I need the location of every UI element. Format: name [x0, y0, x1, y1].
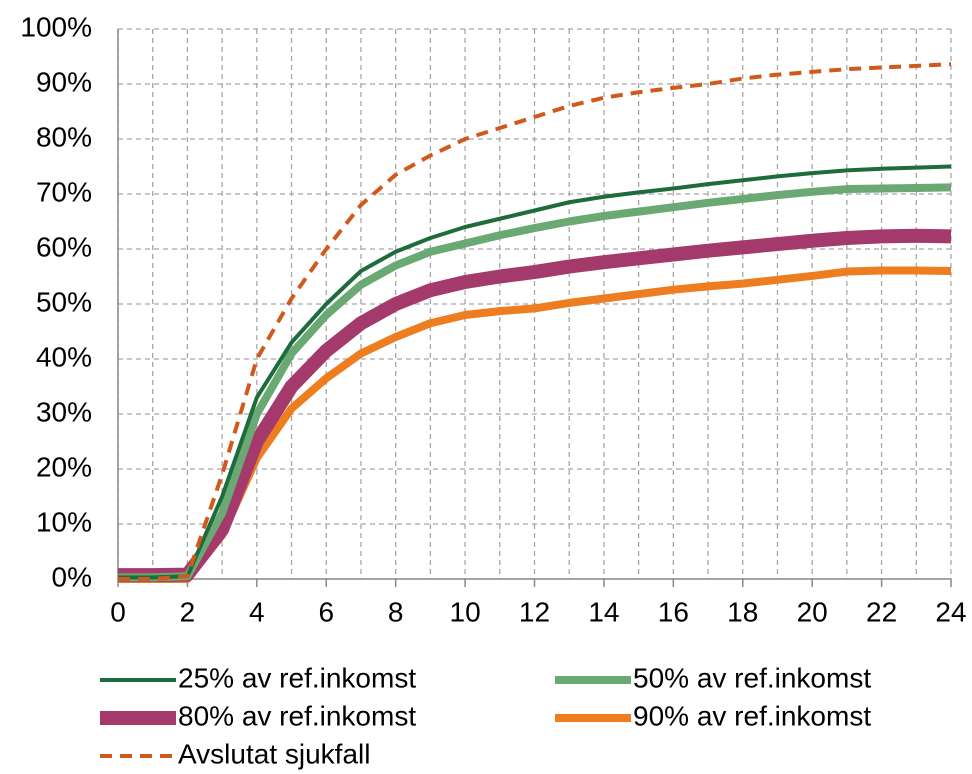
- y-tick-label: 0%: [52, 561, 92, 592]
- y-tick-label: 50%: [36, 286, 92, 317]
- y-tick-label: 70%: [36, 176, 92, 207]
- x-tick-label: 14: [588, 596, 619, 627]
- y-tick-label: 100%: [20, 11, 92, 42]
- y-tick-label: 20%: [36, 451, 92, 482]
- x-tick-label: 22: [866, 596, 897, 627]
- legend-label: 80% av ref.inkomst: [178, 700, 416, 731]
- x-tick-label: 2: [180, 596, 196, 627]
- y-tick-label: 30%: [36, 396, 92, 427]
- x-tick-label: 8: [388, 596, 404, 627]
- x-tick-label: 12: [519, 596, 550, 627]
- y-tick-label: 80%: [36, 121, 92, 152]
- x-tick-label: 0: [110, 596, 126, 627]
- x-tick-label: 18: [727, 596, 758, 627]
- series-line: [118, 228, 952, 583]
- legend-label: 25% av ref.inkomst: [178, 662, 416, 693]
- series-line: [118, 183, 952, 582]
- y-tick-label: 40%: [36, 341, 92, 372]
- x-tick-label: 6: [318, 596, 334, 627]
- x-tick-label: 16: [658, 596, 689, 627]
- legend-label: 50% av ref.inkomst: [633, 662, 871, 693]
- series-line: [118, 62, 952, 581]
- y-tick-label: 60%: [36, 231, 92, 262]
- x-tick-label: 24: [935, 596, 966, 627]
- series-line: [118, 164, 952, 580]
- x-tick-label: 4: [249, 596, 265, 627]
- y-tick-label: 90%: [36, 66, 92, 97]
- series-line: [118, 266, 952, 583]
- legend-label: 90% av ref.inkomst: [633, 700, 871, 731]
- x-tick-label: 10: [450, 596, 481, 627]
- legend-label: Avslutat sjukfall: [178, 738, 370, 769]
- x-tick-label: 20: [797, 596, 828, 627]
- y-tick-label: 10%: [36, 506, 92, 537]
